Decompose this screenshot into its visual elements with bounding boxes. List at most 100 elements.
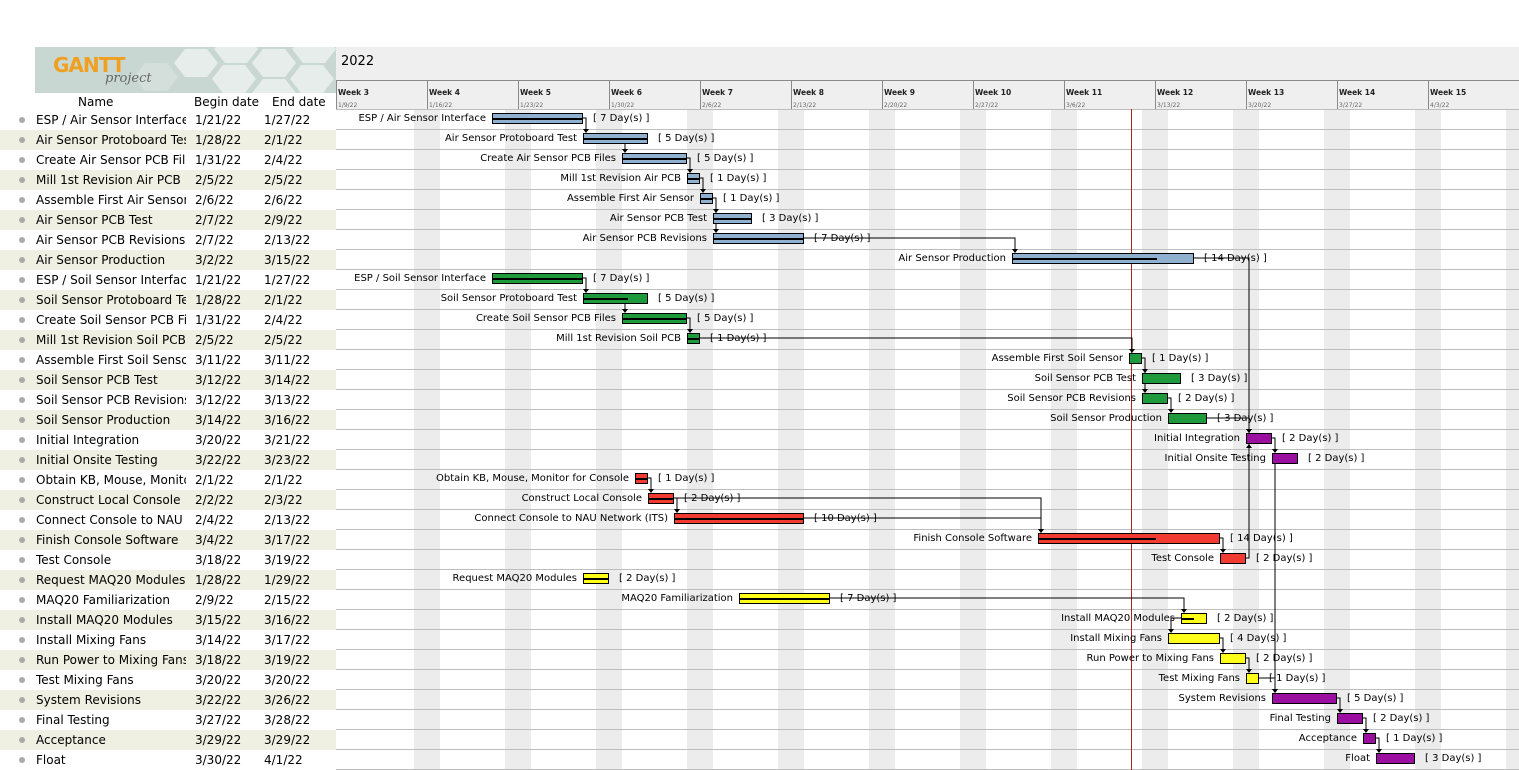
task-name[interactable]: Acceptance [36,733,106,747]
task-end-date[interactable]: 3/26/22 [264,693,311,707]
table-row[interactable]: Run Power to Mixing Fans 3/18/22 3/19/22 [0,650,336,670]
task-bar[interactable] [1129,353,1142,364]
task-name[interactable]: Install Mixing Fans [36,633,147,647]
task-begin-date[interactable]: 1/28/22 [195,293,242,307]
task-bar[interactable] [1181,613,1207,624]
table-row[interactable]: Finish Console Software 3/4/22 3/17/22 [0,530,336,550]
task-begin-date[interactable]: 3/4/22 [195,533,234,547]
task-end-date[interactable]: 2/13/22 [264,233,311,247]
task-end-date[interactable]: 3/20/22 [264,673,311,687]
task-name[interactable]: Run Power to Mixing Fans [36,653,186,667]
table-row[interactable]: Connect Console to NAU Network (ITS) 2/4/… [0,510,336,530]
table-row[interactable]: Construct Local Console 2/2/22 2/3/22 [0,490,336,510]
task-name[interactable]: Mill 1st Revision Soil PCB [36,333,186,347]
table-row[interactable]: Soil Sensor PCB Test 3/12/22 3/14/22 [0,370,336,390]
task-begin-date[interactable]: 2/7/22 [195,233,234,247]
task-begin-date[interactable]: 3/12/22 [195,393,242,407]
task-bar[interactable] [713,233,804,244]
task-end-date[interactable]: 3/11/22 [264,353,311,367]
task-begin-date[interactable]: 2/7/22 [195,213,234,227]
task-bar[interactable] [1337,713,1363,724]
task-bar[interactable] [583,133,648,144]
table-row[interactable]: Install MAQ20 Modules 3/15/22 3/16/22 [0,610,336,630]
task-bar[interactable] [1246,433,1272,444]
task-bar[interactable] [1142,373,1181,384]
task-begin-date[interactable]: 2/2/22 [195,493,234,507]
task-bar[interactable] [1272,453,1298,464]
task-bar[interactable] [583,573,609,584]
task-name[interactable]: Mill 1st Revision Air PCB [36,173,181,187]
task-end-date[interactable]: 3/14/22 [264,373,311,387]
task-end-date[interactable]: 3/17/22 [264,533,311,547]
task-bar[interactable] [687,173,700,184]
task-begin-date[interactable]: 3/27/22 [195,713,242,727]
task-end-date[interactable]: 2/13/22 [264,513,311,527]
task-bar[interactable] [1142,393,1168,404]
task-bar[interactable] [739,593,830,604]
task-name[interactable]: Final Testing [36,713,110,727]
task-name[interactable]: ESP / Soil Sensor Interface [36,273,186,287]
task-end-date[interactable]: 3/23/22 [264,453,311,467]
task-end-date[interactable]: 2/4/22 [264,153,303,167]
table-row[interactable]: Acceptance 3/29/22 3/29/22 [0,730,336,750]
task-bar[interactable] [583,293,648,304]
task-begin-date[interactable]: 3/22/22 [195,693,242,707]
task-begin-date[interactable]: 2/9/22 [195,593,234,607]
table-row[interactable]: Air Sensor Production 3/2/22 3/15/22 [0,250,336,270]
task-end-date[interactable]: 2/1/22 [264,133,303,147]
task-bar[interactable] [1246,673,1259,684]
task-end-date[interactable]: 2/5/22 [264,173,303,187]
table-row[interactable]: ESP / Air Sensor Interface 1/21/22 1/27/22 [0,110,336,130]
task-end-date[interactable]: 2/6/22 [264,193,303,207]
task-name[interactable]: Request MAQ20 Modules [36,573,186,587]
task-end-date[interactable]: 3/21/22 [264,433,311,447]
task-bar[interactable] [635,473,648,484]
task-name[interactable]: Test Console [36,553,112,567]
task-name[interactable]: Soil Sensor PCB Test [36,373,158,387]
table-row[interactable]: Soil Sensor Production 3/14/22 3/16/22 [0,410,336,430]
table-row[interactable]: Obtain KB, Mouse, Monitor for Console 2/1… [0,470,336,490]
table-row[interactable]: MAQ20 Familiarization 2/9/22 2/15/22 [0,590,336,610]
task-bar[interactable] [1363,733,1376,744]
task-begin-date[interactable]: 3/18/22 [195,653,242,667]
task-bar[interactable] [1272,693,1337,704]
task-begin-date[interactable]: 3/20/22 [195,673,242,687]
task-bar[interactable] [687,333,700,344]
task-name[interactable]: Soil Sensor Production [36,413,171,427]
task-begin-date[interactable]: 2/6/22 [195,193,234,207]
task-bar[interactable] [700,193,713,204]
table-row[interactable]: Test Mixing Fans 3/20/22 3/20/22 [0,670,336,690]
task-bar[interactable] [648,493,674,504]
table-row[interactable]: Mill 1st Revision Air PCB 2/5/22 2/5/22 [0,170,336,190]
task-bar[interactable] [1220,553,1246,564]
task-end-date[interactable]: 3/17/22 [264,633,311,647]
task-name[interactable]: Initial Onsite Testing [36,453,158,467]
task-end-date[interactable]: 2/15/22 [264,593,311,607]
task-name[interactable]: Create Soil Sensor PCB Files [36,313,186,327]
task-begin-date[interactable]: 2/4/22 [195,513,234,527]
column-header-begin-date[interactable]: Begin date [194,95,260,109]
table-row[interactable]: Air Sensor PCB Revisions 2/7/22 2/13/22 [0,230,336,250]
task-end-date[interactable]: 2/3/22 [264,493,303,507]
table-row[interactable]: Initial Integration 3/20/22 3/21/22 [0,430,336,450]
task-end-date[interactable]: 1/29/22 [264,573,311,587]
table-row[interactable]: Final Testing 3/27/22 3/28/22 [0,710,336,730]
task-name[interactable]: System Revisions [36,693,141,707]
task-end-date[interactable]: 1/27/22 [264,273,311,287]
task-bar[interactable] [1220,653,1246,664]
task-name[interactable]: Assemble First Air Sensor [36,193,186,207]
table-row[interactable]: Soil Sensor PCB Revisions 3/12/22 3/13/22 [0,390,336,410]
task-begin-date[interactable]: 3/11/22 [195,353,242,367]
column-header-end-date[interactable]: End date [272,95,326,109]
table-row[interactable]: Assemble First Air Sensor 2/6/22 2/6/22 [0,190,336,210]
task-name[interactable]: Finish Console Software [36,533,179,547]
task-name[interactable]: Air Sensor PCB Test [36,213,153,227]
task-name[interactable]: ESP / Air Sensor Interface [36,113,186,127]
task-begin-date[interactable]: 1/21/22 [195,113,242,127]
task-bar[interactable] [492,273,583,284]
task-end-date[interactable]: 3/19/22 [264,553,311,567]
table-row[interactable]: Test Console 3/18/22 3/19/22 [0,550,336,570]
task-name[interactable]: MAQ20 Familiarization [36,593,170,607]
task-bar[interactable] [1168,413,1207,424]
task-name[interactable]: Float [36,753,66,767]
